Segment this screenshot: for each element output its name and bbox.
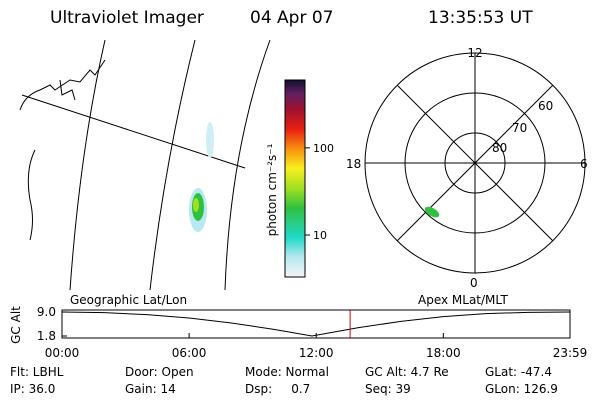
status-field: GC Alt: 4.7 Re (365, 365, 449, 379)
x-tick-label: 00:00 (45, 346, 80, 360)
x-tick-label: 23:59 (553, 346, 588, 360)
colorbar-tick-label: 100 (313, 142, 334, 155)
status-field: GLon: 126.9 (485, 382, 558, 396)
status-field: Door: Open (125, 365, 194, 379)
map (19, 39, 271, 291)
date: 04 Apr 07 (250, 8, 333, 28)
lat-label: 60 (538, 99, 553, 113)
mlt-label: 18 (346, 157, 361, 171)
y-tick-label: 9.0 (37, 305, 56, 319)
colorbar-label: photon cm⁻²s⁻¹ (265, 143, 279, 236)
status-field: Gain: 14 (125, 382, 176, 396)
timeline-left-label: Geographic Lat/Lon (70, 293, 187, 307)
status-field: IP: 36.0 (10, 382, 55, 396)
y-axis-label: GC Alt (9, 306, 23, 344)
title: Ultraviolet Imager (50, 8, 204, 28)
x-tick-label: 12:00 (299, 346, 334, 360)
mlt-label: 0 (470, 276, 478, 290)
mlt-label: 12 (467, 46, 482, 60)
mlt-label: 6 (580, 157, 588, 171)
status-field: Mode: Normal (245, 365, 329, 379)
x-tick-label: 18:00 (426, 346, 461, 360)
x-tick-label: 06:00 (172, 346, 207, 360)
lat-label: 80 (492, 141, 507, 155)
lat-label: 70 (512, 121, 527, 135)
colorbar (284, 79, 306, 278)
polar-grid (364, 52, 586, 274)
status-field: Seq: 39 (365, 382, 411, 396)
timeline-right-label: Apex MLat/MLT (418, 293, 508, 307)
status-field: Flt: LBHL (10, 365, 64, 379)
colorbar-tick-label: 10 (313, 229, 327, 242)
y-tick-label: 1.8 (37, 329, 56, 343)
altitude-line (61, 311, 571, 337)
time: 13:35:53 UT (428, 8, 533, 28)
status-field: GLat: -47.4 (485, 365, 552, 379)
status-field: Dsp: 0.7 (245, 382, 310, 396)
